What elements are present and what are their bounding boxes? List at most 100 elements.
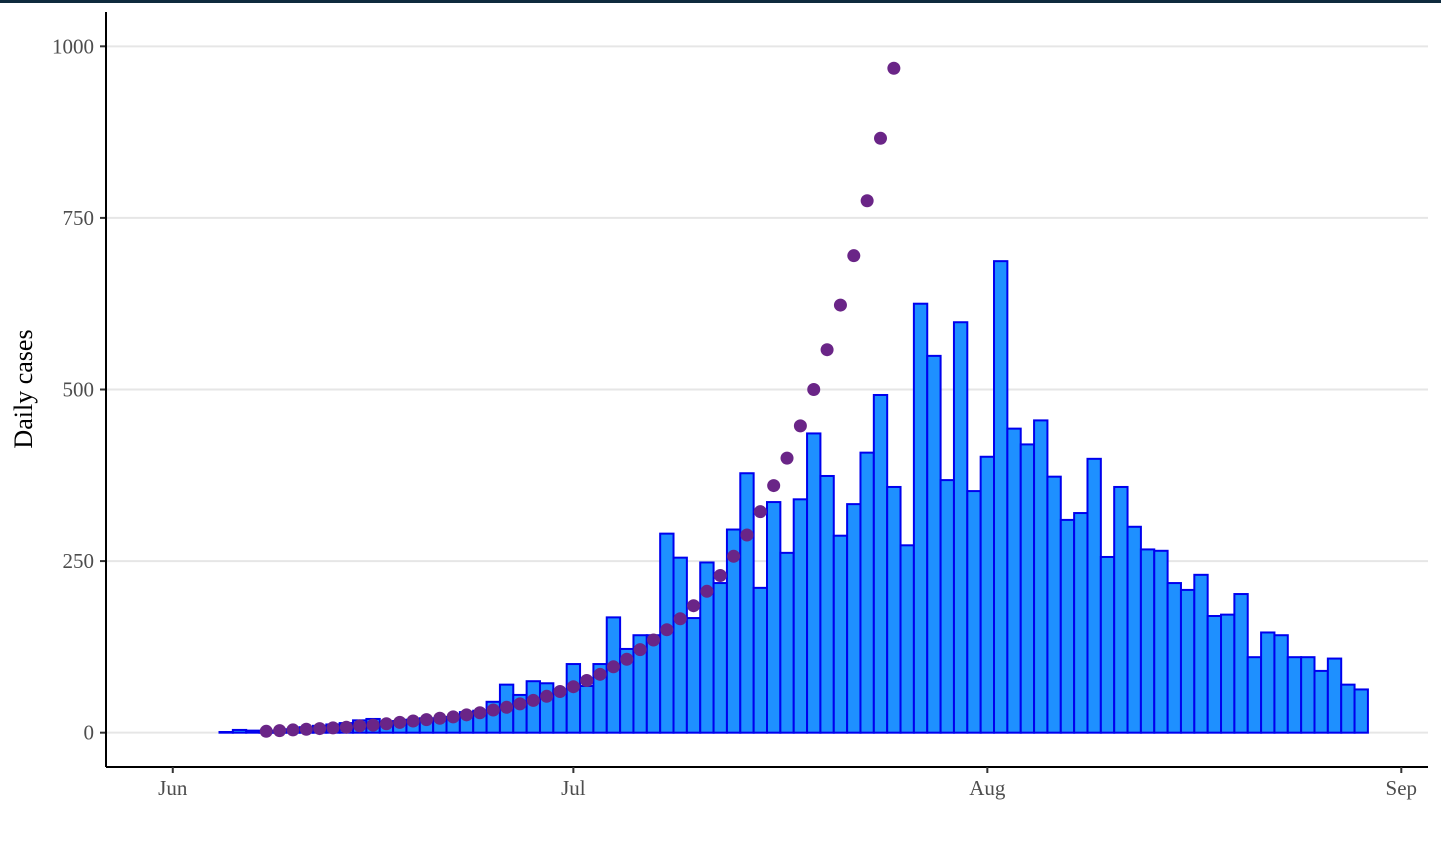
bar-29 <box>605 616 622 734</box>
bar-45 <box>819 474 835 734</box>
point-39 <box>780 451 794 465</box>
bar-26 <box>565 663 582 734</box>
point-14 <box>446 710 460 724</box>
bar-62 <box>1046 475 1062 734</box>
point-9 <box>379 717 393 731</box>
bar-66 <box>1099 555 1116 734</box>
point-20 <box>526 693 540 707</box>
point-21 <box>540 689 554 703</box>
bar-63 <box>1059 518 1076 734</box>
point-29 <box>646 633 660 647</box>
point-12 <box>419 713 433 727</box>
x-tick-label-0: Jun <box>158 776 188 800</box>
point-19 <box>513 697 527 711</box>
bar-60 <box>1019 443 1036 734</box>
point-22 <box>553 685 567 698</box>
bar-32 <box>645 634 662 734</box>
x-tick-label-2: Aug <box>969 776 1006 800</box>
bar-47 <box>846 503 862 734</box>
point-46 <box>874 131 888 145</box>
bar-44 <box>806 432 822 734</box>
point-6 <box>339 720 353 734</box>
point-17 <box>486 703 500 717</box>
bar-70 <box>1153 549 1169 734</box>
point-34 <box>713 569 727 583</box>
point-42 <box>820 343 834 357</box>
bar-40 <box>752 586 769 734</box>
y-tick-label-1: 250 <box>63 549 95 573</box>
point-13 <box>433 711 447 725</box>
bar-78 <box>1260 631 1276 734</box>
y-tick-label-3: 750 <box>63 206 95 230</box>
bar-84 <box>1340 683 1356 734</box>
point-24 <box>580 674 594 688</box>
bar-49 <box>872 393 889 734</box>
axes: 0 250 500 750 1000 Jun Jul Aug Sep <box>52 12 1428 800</box>
point-15 <box>460 708 474 722</box>
bar-55 <box>952 321 969 734</box>
bar-80 <box>1286 656 1303 734</box>
point-33 <box>700 584 714 598</box>
bar-2 <box>245 729 261 734</box>
point-35 <box>727 549 741 563</box>
bar-79 <box>1273 634 1289 734</box>
bar-73 <box>1193 573 1209 734</box>
point-8 <box>366 718 380 732</box>
bar-52 <box>912 302 929 734</box>
point-36 <box>740 528 754 542</box>
point-27 <box>620 652 634 666</box>
point-38 <box>767 479 781 493</box>
bar-75 <box>1220 613 1236 734</box>
bar-67 <box>1113 485 1129 734</box>
bar-72 <box>1179 588 1196 734</box>
y-tick-label-4: 1000 <box>52 34 94 58</box>
bar-0 <box>218 730 234 734</box>
bar-23 <box>525 680 541 734</box>
bar-68 <box>1126 525 1142 734</box>
bar-82 <box>1313 669 1329 734</box>
point-40 <box>793 419 807 433</box>
bar-39 <box>739 472 755 734</box>
point-3 <box>299 722 313 736</box>
bar-57 <box>979 455 996 734</box>
point-18 <box>500 700 514 714</box>
point-28 <box>633 643 647 657</box>
bar-85 <box>1353 688 1369 734</box>
bar-41 <box>766 501 782 734</box>
bar-series <box>218 260 1369 734</box>
bar-61 <box>1033 419 1049 734</box>
bar-81 <box>1300 656 1316 734</box>
y-tick-label-0: 0 <box>84 721 95 745</box>
bar-1 <box>231 728 248 734</box>
point-37 <box>753 505 767 519</box>
bar-50 <box>886 485 902 734</box>
bar-54 <box>939 479 955 734</box>
point-25 <box>593 667 607 681</box>
bar-64 <box>1073 512 1089 734</box>
point-1 <box>273 724 287 738</box>
bar-34 <box>672 556 688 734</box>
point-47 <box>887 61 901 75</box>
x-tick-label-1: Jul <box>561 776 586 800</box>
bar-53 <box>926 354 942 734</box>
point-2 <box>286 723 300 737</box>
top-border <box>0 0 1441 3</box>
bar-71 <box>1166 582 1182 734</box>
point-30 <box>660 623 674 637</box>
bar-27 <box>579 685 595 734</box>
point-45 <box>860 194 874 208</box>
point-31 <box>673 612 687 626</box>
bar-69 <box>1139 548 1156 734</box>
point-16 <box>473 706 487 720</box>
x-tick-label-3: Sep <box>1386 776 1418 800</box>
bar-76 <box>1233 593 1249 734</box>
bar-56 <box>966 490 982 734</box>
y-tick-label-2: 500 <box>63 378 95 402</box>
point-7 <box>353 719 367 733</box>
point-44 <box>847 249 861 263</box>
point-26 <box>606 660 620 674</box>
point-11 <box>406 714 420 728</box>
bar-65 <box>1086 457 1102 734</box>
bar-46 <box>832 534 849 734</box>
